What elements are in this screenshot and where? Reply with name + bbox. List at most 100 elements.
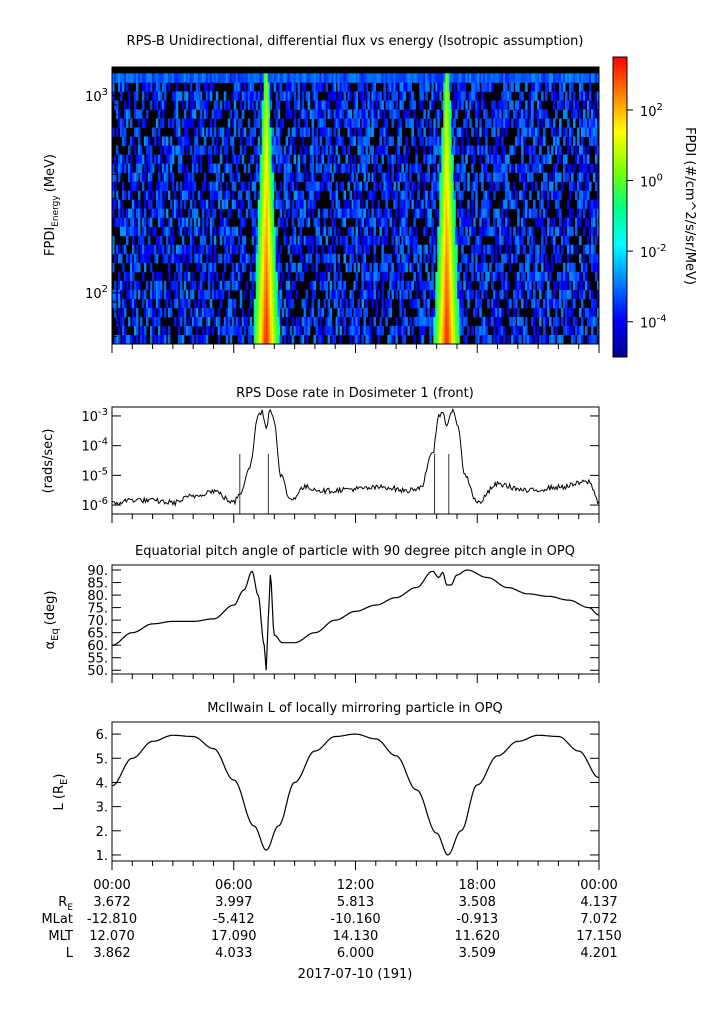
heatmap-cell <box>535 91 538 101</box>
heatmap-cell <box>125 280 129 291</box>
heatmap-cell <box>591 253 594 264</box>
heatmap-cell <box>269 190 273 201</box>
heatmap-cell <box>401 82 404 92</box>
heatmap-cell <box>325 136 329 147</box>
heatmap-cell <box>529 334 532 344</box>
heatmap-cell <box>547 73 550 83</box>
heatmap-cell <box>225 190 229 201</box>
heatmap-cell <box>165 253 169 264</box>
heatmap-cell <box>535 163 538 174</box>
heatmap-cell <box>397 172 400 183</box>
heatmap-cell <box>579 82 582 92</box>
heatmap-cell <box>241 235 245 246</box>
heatmap-cell <box>531 181 534 192</box>
heatmap-cell <box>361 208 364 219</box>
heatmap-cell <box>269 118 273 128</box>
heatmap-cell <box>535 136 538 147</box>
heatmap-cell <box>353 163 356 174</box>
heatmap-cell <box>445 217 448 228</box>
heatmap-cell <box>417 271 420 282</box>
heatmap-cell <box>427 136 430 147</box>
heatmap-cell <box>591 289 594 300</box>
heatmap-cell <box>297 82 301 92</box>
heatmap-cell <box>557 73 560 83</box>
heatmap-cell <box>473 145 476 156</box>
heatmap-cell <box>151 73 155 83</box>
heatmap-cell <box>503 334 506 344</box>
heatmap-cell <box>329 163 333 174</box>
heatmap-cell <box>515 325 518 336</box>
heatmap-cell <box>355 172 358 183</box>
heatmap-cell <box>491 280 494 291</box>
heatmap-cell <box>175 145 179 156</box>
heatmap-cell <box>247 253 251 264</box>
heatmap-cell <box>319 154 323 165</box>
heatmap-cell <box>545 334 548 344</box>
heatmap-cell <box>593 298 596 309</box>
heatmap-cell <box>383 181 386 192</box>
heatmap-cell <box>321 253 325 264</box>
heatmap-cell <box>279 73 283 83</box>
heatmap-cell <box>585 118 588 128</box>
heatmap-cell <box>509 262 512 273</box>
heatmap-cell <box>497 100 500 110</box>
heatmap-cell <box>147 181 151 192</box>
heatmap-cell <box>383 235 386 246</box>
heatmap-cell <box>449 145 452 156</box>
heatmap-cell <box>521 154 524 165</box>
heatmap-cell <box>315 325 319 336</box>
heatmap-cell <box>393 226 396 237</box>
heatmap-cell <box>261 100 265 110</box>
heatmap-cell <box>137 109 141 119</box>
heatmap-cell <box>209 91 213 101</box>
heatmap-cell <box>313 100 317 110</box>
heatmap-cell <box>393 217 396 228</box>
heatmap-cell <box>121 217 125 228</box>
heatmap-cell <box>509 100 512 110</box>
heatmap-cell <box>167 190 171 201</box>
heatmap-cell <box>431 289 434 300</box>
heatmap-cell <box>153 280 157 291</box>
heatmap-cell <box>499 235 502 246</box>
heatmap-cell <box>273 235 277 246</box>
heatmap-cell <box>329 73 333 83</box>
heatmap-cell <box>411 163 414 174</box>
heatmap-cell <box>341 163 345 174</box>
heatmap-cell <box>589 73 592 83</box>
heatmap-cell <box>213 289 217 300</box>
heatmap-cell <box>441 262 444 273</box>
heatmap-cell <box>297 73 301 83</box>
heatmap-cell <box>351 289 355 300</box>
heatmap-cell <box>299 325 303 336</box>
heatmap-cell <box>125 118 129 128</box>
heatmap-cell <box>503 181 506 192</box>
heatmap-cell <box>197 280 201 291</box>
heatmap-cell <box>569 271 572 282</box>
heatmap-cell <box>549 118 552 128</box>
heatmap-cell <box>243 235 247 246</box>
heatmap-cell <box>371 208 374 219</box>
heatmap-cell <box>245 190 249 201</box>
heatmap-cell <box>581 316 584 327</box>
heatmap-cell <box>313 145 317 156</box>
heatmap-cell <box>257 253 261 264</box>
heatmap-cell <box>545 181 548 192</box>
heatmap-cell <box>333 217 337 228</box>
heatmap-cell <box>533 325 536 336</box>
heatmap-cell <box>461 190 464 201</box>
heatmap-cell <box>267 154 271 165</box>
heatmap-cell <box>587 100 590 110</box>
heatmap-cell <box>159 145 163 156</box>
heatmap-cell <box>255 100 259 110</box>
heatmap-cell <box>585 73 588 83</box>
heatmap-cell <box>309 307 313 318</box>
heatmap-cell <box>165 163 169 174</box>
heatmap-cell <box>333 91 337 101</box>
heatmap-cell <box>535 208 538 219</box>
heatmap-cell <box>135 154 139 165</box>
heatmap-cell <box>395 316 398 327</box>
heatmap-cell <box>591 136 594 147</box>
heatmap-cell <box>365 154 368 165</box>
heatmap-cell <box>435 280 438 291</box>
heatmap-cell <box>559 145 562 156</box>
